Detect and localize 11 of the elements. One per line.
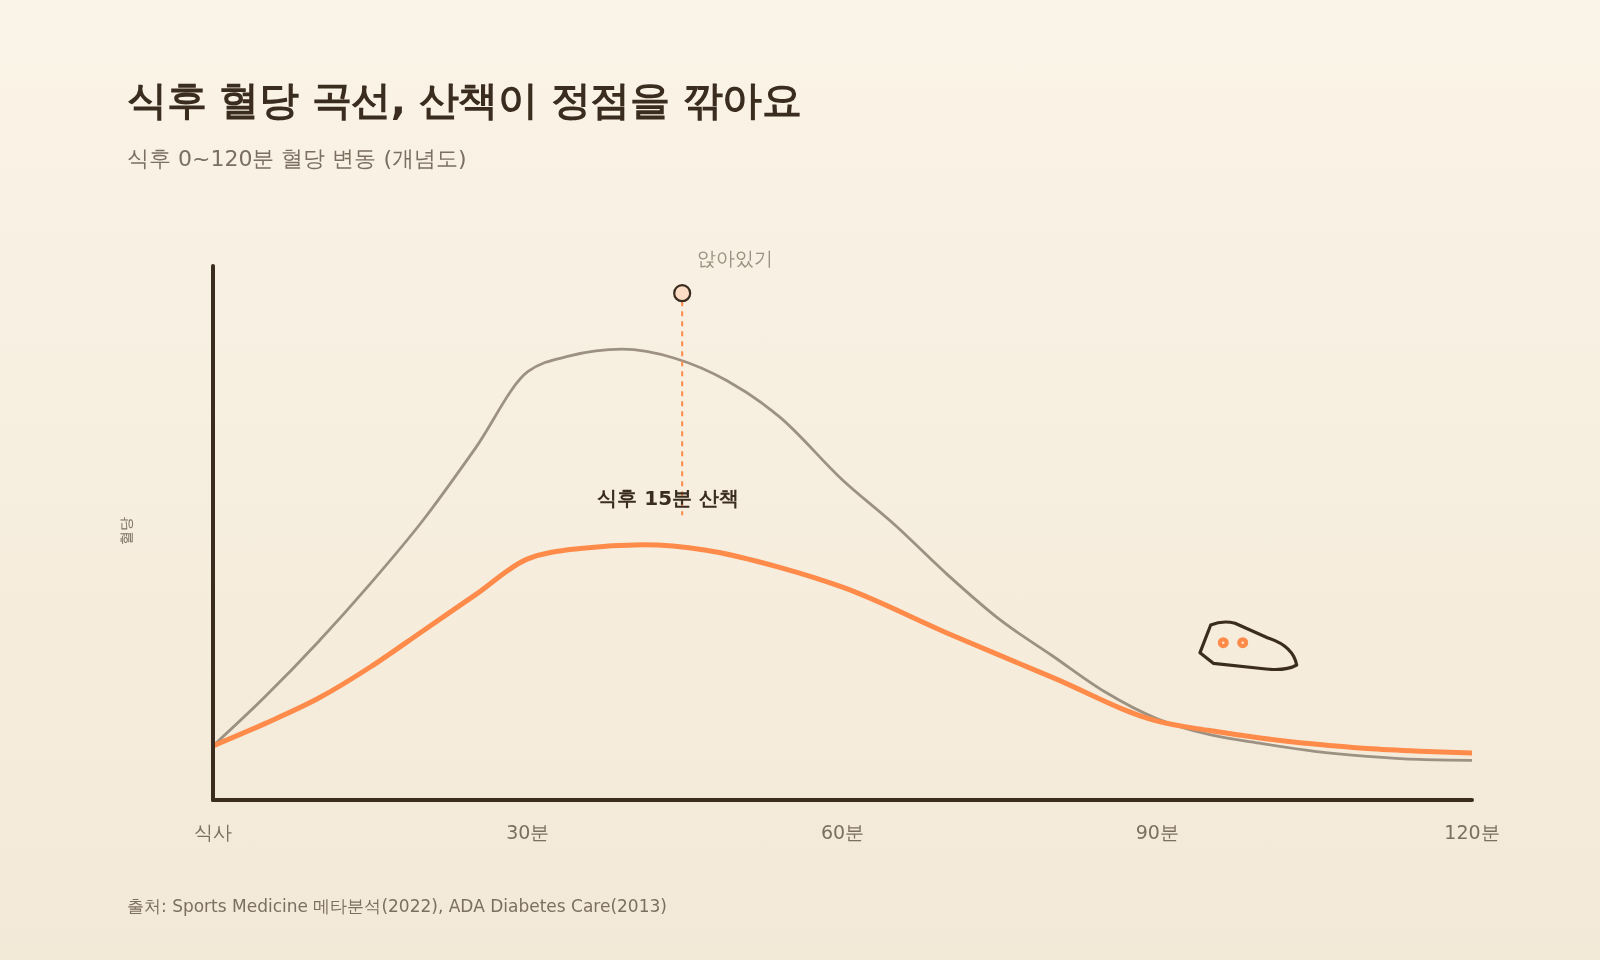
series-label: 식후 15분 산책 <box>597 485 740 510</box>
x-tick-label: 90분 <box>1135 821 1179 844</box>
x-tick-label: 30분 <box>506 821 550 844</box>
chart-subtitle: 식후 0~120분 혈당 변동 (개념도) <box>127 146 467 171</box>
x-tick-label: 식사 <box>194 821 232 844</box>
x-tick-label: 120분 <box>1444 821 1500 844</box>
y-axis-title: 혈당 <box>118 517 134 545</box>
text: 앉아있기 <box>697 247 774 270</box>
x-tick-label: 60분 <box>820 821 865 844</box>
chart-title: 식후 혈당 곡선, 산책이 정점을 깎아요 <box>127 77 802 123</box>
source-note: 출처: Sports Medicine 메타분석(2022), ADA Diabetes Care(2013) <box>127 896 667 916</box>
